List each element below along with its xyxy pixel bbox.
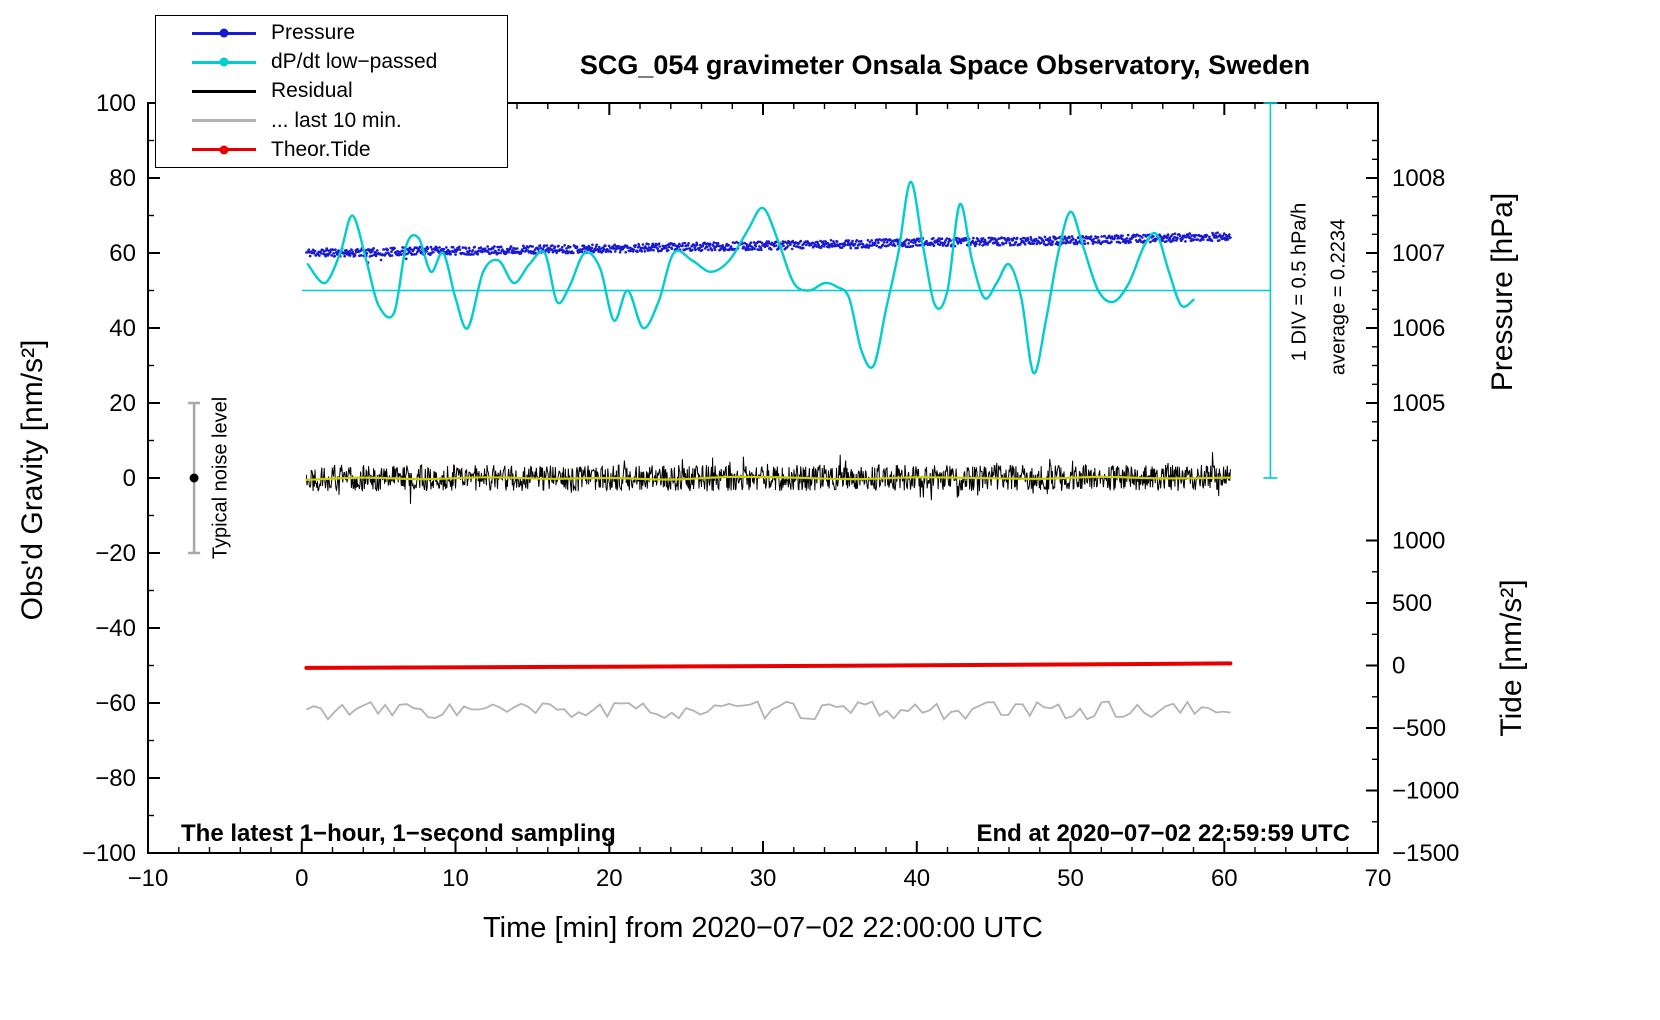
tick-label: 1008 [1392,165,1445,192]
legend-line-swatch [192,89,256,93]
legend-item-residual: Residual [192,79,507,103]
tick-label: 70 [1365,865,1392,892]
tick-label: 1007 [1392,240,1445,267]
tick-label: 0 [295,865,308,892]
legend-item-theor-tide: Theor.Tide [192,138,507,162]
legend-label: dP/dt low−passed [271,50,438,74]
legend-item--last-10-min-: ... last 10 min. [192,109,507,133]
legend-line-swatch [192,57,256,67]
tick-label: −80 [95,765,136,792]
pressure-rate-reference [301,102,1278,479]
tide-axis-title: Tide [nm/s²] [1495,579,1528,737]
tick-label: 20 [109,390,136,417]
tick-label: 0 [1392,653,1405,680]
legend-line-swatch [192,28,256,38]
sampling-note: The latest 1−hour, 1−second sampling [181,820,616,847]
x-axis-title: Time [min] from 2020−07−02 22:00:00 UTC [483,912,1043,944]
legend-dot-marker [219,145,229,155]
tick-label: −1500 [1392,840,1459,867]
legend-line-swatch [192,119,256,123]
end-time-note: End at 2020−07−02 22:59:59 UTC [976,820,1350,847]
tick-label: −20 [95,540,136,567]
tick-label: 60 [109,240,136,267]
tick-label: −40 [95,615,136,642]
tick-label: 500 [1392,590,1432,617]
legend: Pressure dP/dt low−passed Residual ... last… [155,15,508,168]
legend-label: Pressure [271,21,356,45]
chart-title: SCG_054 gravimeter Onsala Space Observat… [579,50,1311,80]
tick-label: 50 [1057,865,1084,892]
series-residual-low-passed [305,475,1232,481]
tick-label: 60 [1211,865,1238,892]
tick-label: 40 [109,315,136,342]
tick-label: 40 [903,865,930,892]
typical-noise-marker [188,401,201,555]
tick-label: 1000 [1392,528,1445,555]
tick-label: −1000 [1392,778,1459,805]
tick-label: 20 [596,865,623,892]
series-dp-dt-low-passed [306,180,1195,375]
tick-label: 30 [750,865,777,892]
legend-item-dp-dt-low-passed: dP/dt low−passed [192,50,507,74]
series-theor-tide [304,661,1233,670]
tide-axis-ticks [1366,539,1378,854]
legend-dot-marker [219,57,229,67]
left-y-axis-ticks [148,102,160,854]
noise-level-label: Typical noise level [209,396,232,560]
tick-label: 0 [123,465,136,492]
tick-label: −100 [82,840,136,867]
tick-label: 1005 [1392,390,1445,417]
tick-label: 1006 [1392,315,1445,342]
tick-label: −60 [95,690,136,717]
tick-label: −10 [128,865,169,892]
noise-marker-dot [189,473,199,483]
tick-label: 10 [442,865,469,892]
pressure-scale-note: 1 DIV = 0.5 hPa/h [1288,202,1311,362]
legend-label: Residual [271,79,353,103]
tick-label: 100 [96,90,136,117]
legend-label: Theor.Tide [271,137,371,161]
legend-label: ... last 10 min. [271,108,402,132]
tick-label: 80 [109,165,136,192]
tick-label: −500 [1392,715,1446,742]
legend-line-swatch [192,145,256,155]
average-note: average = 0.2234 [1327,218,1350,376]
legend-dot-marker [219,28,229,38]
pressure-axis-ticks [1366,139,1378,442]
legend-item-pressure: Pressure [192,21,507,45]
left-y-axis-title: Obs'd Gravity [nm/s²] [16,339,49,621]
series--last-10-min- [306,700,1231,721]
pressure-axis-title: Pressure [hPa] [1486,192,1519,392]
